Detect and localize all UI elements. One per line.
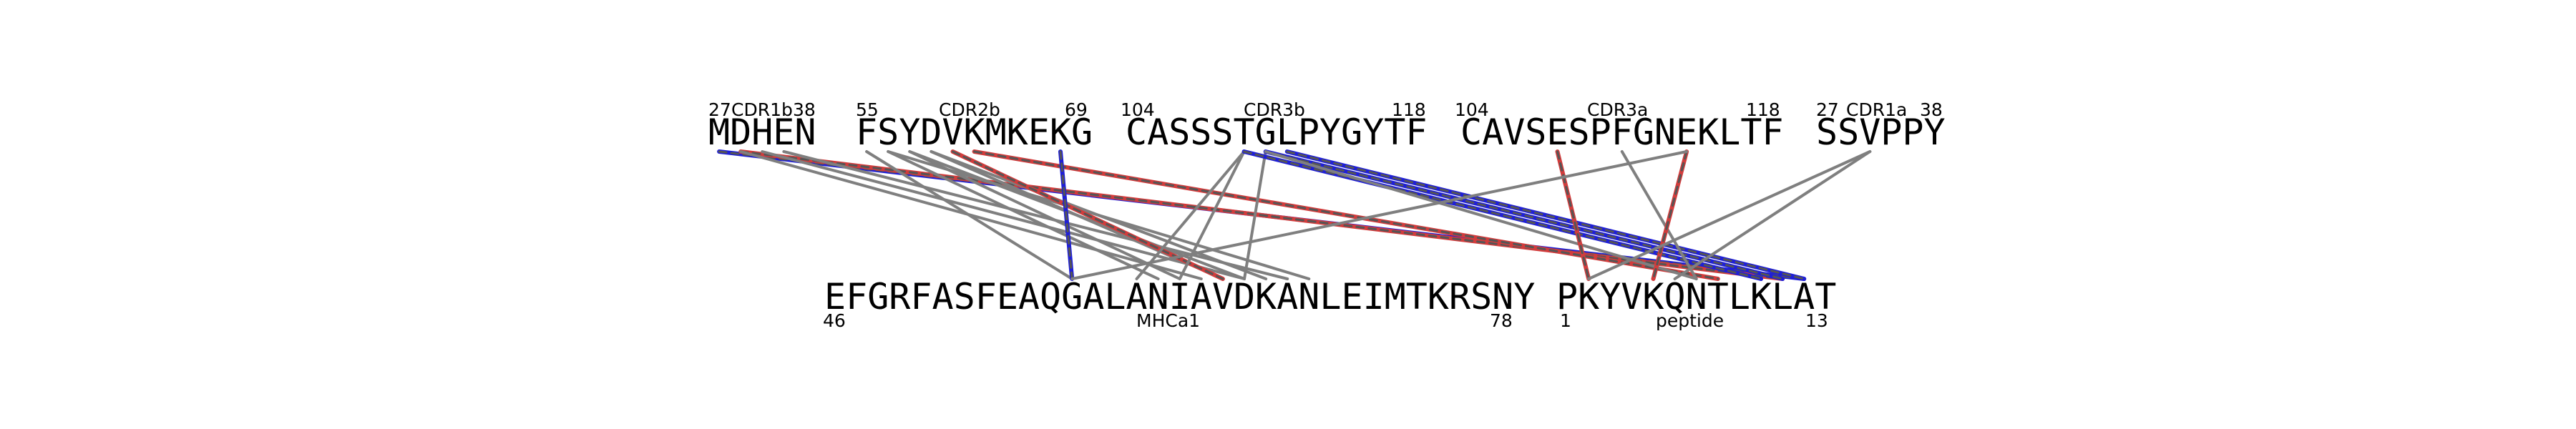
contact-line-hbond-dash — [1059, 150, 1073, 280]
sequence-cdr3b: CASSSTGLPYGYTF — [1126, 112, 1427, 153]
sequence-cdr2b: FSYDVKMKEKG — [856, 112, 1093, 153]
segment-cdr1b: MDHEN CDR1b 27 38 — [708, 99, 816, 153]
label-cdr1a: CDR1a — [1846, 99, 1907, 120]
start-cdr1b: 27 — [708, 99, 731, 120]
segment-cdr3a: CAVSESPFGNEKLTF CDR3a 104 118 — [1455, 99, 1784, 153]
start-cdr3b: 104 — [1121, 99, 1155, 120]
contact-line — [761, 150, 1246, 280]
contact-line-salt-bridge-dash — [739, 150, 1784, 280]
contact-line — [1264, 150, 1698, 280]
segment-mhca1: EFGRFASFEAQGALANIAVDKANLEIMTKRSNY MHCa1 … — [823, 276, 1535, 331]
sequence-cdr1b: MDHEN — [708, 112, 816, 153]
sequence-cdr1a: SSVPPY — [1816, 112, 1946, 153]
contact-line — [1070, 150, 1689, 280]
sequence-peptide: PKYVKQNTLKLAT — [1556, 276, 1836, 317]
contact-line — [1673, 150, 1872, 280]
contact-line — [1620, 150, 1698, 280]
label-cdr3a: CDR3a — [1587, 99, 1648, 120]
segment-peptide: PKYVKQNTLKLAT peptide 1 13 — [1556, 276, 1836, 331]
end-mhca1: 78 — [1490, 310, 1513, 331]
contact-line — [865, 150, 1074, 280]
contact-line — [908, 150, 1246, 280]
start-cdr1a: 27 — [1816, 99, 1839, 120]
contact-line-salt-bridge-dash — [1652, 150, 1688, 280]
end-cdr3a: 118 — [1746, 99, 1780, 120]
label-cdr1b: CDR1b — [731, 99, 793, 120]
contact-line — [782, 150, 1289, 280]
end-peptide: 13 — [1805, 310, 1828, 331]
contact-lines — [717, 149, 1872, 281]
contact-line — [1135, 150, 1246, 280]
contact-line — [887, 150, 1311, 280]
segment-cdr1a: SSVPPY CDR1a 27 38 — [1816, 99, 1946, 153]
contact-line-salt-bridge-dash — [1556, 150, 1590, 280]
segment-cdr2b: FSYDVKMKEKG CDR2b 55 69 — [856, 99, 1093, 153]
contact-line — [1243, 150, 1267, 280]
sequence-cdr3a: CAVSESPFGNEKLTF — [1460, 112, 1784, 153]
contact-line-hbond-dash — [1286, 150, 1805, 280]
label-cdr2b: CDR2b — [939, 99, 1000, 120]
label-mhca1: MHCa1 — [1136, 310, 1200, 331]
segment-cdr3b: CASSSTGLPYGYTF CDR3b 104 118 — [1121, 99, 1427, 153]
sequence-mhca1: EFGRFASFEAQGALANIAVDKANLEIMTKRSNY — [824, 276, 1535, 317]
contact-line-hbond-dash — [1264, 150, 1784, 280]
end-cdr3b: 118 — [1392, 99, 1426, 120]
end-cdr1b: 38 — [793, 99, 816, 120]
start-peptide: 1 — [1560, 310, 1571, 331]
start-cdr2b: 55 — [856, 99, 879, 120]
contact-line — [1178, 150, 1246, 280]
end-cdr1a: 38 — [1920, 99, 1943, 120]
label-peptide: peptide — [1656, 310, 1724, 331]
contact-line-salt-bridge-dash — [973, 150, 1719, 280]
start-cdr3a: 104 — [1455, 99, 1489, 120]
label-cdr3b: CDR3b — [1244, 99, 1305, 120]
contact-line-hbond-dash — [1243, 150, 1762, 280]
contact-line — [1587, 150, 1872, 280]
start-mhca1: 46 — [823, 310, 846, 331]
end-cdr2b: 69 — [1065, 99, 1088, 120]
contact-line — [887, 150, 1160, 280]
